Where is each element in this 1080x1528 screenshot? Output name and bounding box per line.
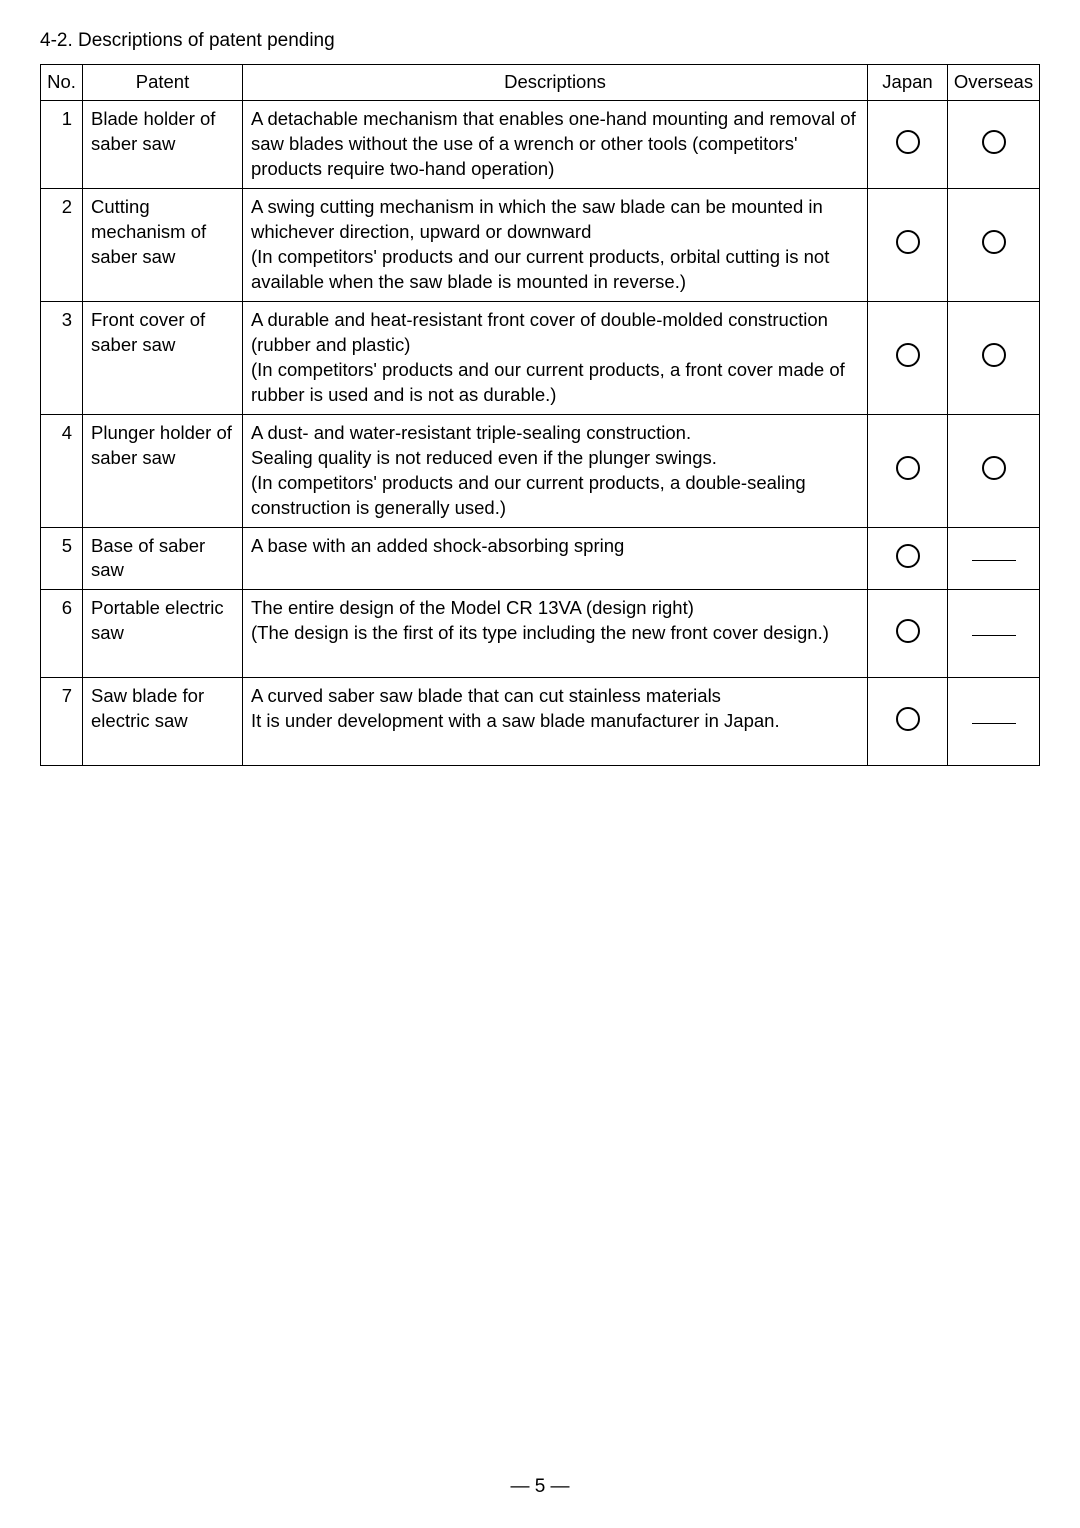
- table-header-row: No. Patent Descriptions Japan Overseas: [41, 65, 1040, 101]
- cell-japan: [868, 590, 948, 678]
- cell-description: A dust- and water-resistant triple-seali…: [243, 414, 868, 527]
- cell-japan: [868, 100, 948, 188]
- dash-mark: [972, 560, 1016, 561]
- cell-japan: [868, 678, 948, 766]
- cell-overseas: [948, 414, 1040, 527]
- table-body: 1Blade holder of saber sawA detachable m…: [41, 100, 1040, 765]
- cell-japan: [868, 188, 948, 301]
- circle-mark: [896, 230, 920, 254]
- circle-mark: [982, 343, 1006, 367]
- cell-no: 1: [41, 100, 83, 188]
- cell-overseas: [948, 188, 1040, 301]
- cell-japan: [868, 414, 948, 527]
- circle-mark: [896, 130, 920, 154]
- cell-overseas: [948, 301, 1040, 414]
- cell-no: 3: [41, 301, 83, 414]
- section-title: 4-2. Descriptions of patent pending: [40, 30, 1040, 52]
- table-row: 7Saw blade for electric sawA curved sabe…: [41, 678, 1040, 766]
- cell-description: The entire design of the Model CR 13VA (…: [243, 590, 868, 678]
- circle-mark: [896, 343, 920, 367]
- table-row: 3Front cover of saber sawA durable and h…: [41, 301, 1040, 414]
- cell-no: 4: [41, 414, 83, 527]
- table-row: 6Portable electric sawThe entire design …: [41, 590, 1040, 678]
- cell-overseas: [948, 678, 1040, 766]
- patent-table: No. Patent Descriptions Japan Overseas 1…: [40, 64, 1040, 766]
- cell-patent: Portable electric saw: [83, 590, 243, 678]
- table-row: 5Base of saber sawA base with an added s…: [41, 527, 1040, 590]
- cell-description: A curved saber saw blade that can cut st…: [243, 678, 868, 766]
- header-descriptions: Descriptions: [243, 65, 868, 101]
- cell-patent: Saw blade for electric saw: [83, 678, 243, 766]
- cell-description: A swing cutting mechanism in which the s…: [243, 188, 868, 301]
- cell-overseas: [948, 100, 1040, 188]
- cell-overseas: [948, 527, 1040, 590]
- table-row: 2Cutting mechanism of saber sawA swing c…: [41, 188, 1040, 301]
- header-patent: Patent: [83, 65, 243, 101]
- cell-patent: Plunger holder of saber saw: [83, 414, 243, 527]
- circle-mark: [896, 456, 920, 480]
- circle-mark: [982, 456, 1006, 480]
- cell-no: 7: [41, 678, 83, 766]
- cell-no: 6: [41, 590, 83, 678]
- cell-overseas: [948, 590, 1040, 678]
- cell-description: A durable and heat-resistant front cover…: [243, 301, 868, 414]
- cell-patent: Base of saber saw: [83, 527, 243, 590]
- circle-mark: [896, 707, 920, 731]
- cell-patent: Cutting mechanism of saber saw: [83, 188, 243, 301]
- cell-description: A base with an added shock-absorbing spr…: [243, 527, 868, 590]
- header-overseas: Overseas: [948, 65, 1040, 101]
- header-no: No.: [41, 65, 83, 101]
- circle-mark: [896, 619, 920, 643]
- page-number: — 5 —: [0, 1476, 1080, 1498]
- cell-description: A detachable mechanism that enables one-…: [243, 100, 868, 188]
- circle-mark: [982, 130, 1006, 154]
- header-japan: Japan: [868, 65, 948, 101]
- dash-mark: [972, 723, 1016, 724]
- circle-mark: [896, 544, 920, 568]
- cell-japan: [868, 527, 948, 590]
- cell-patent: Blade holder of saber saw: [83, 100, 243, 188]
- circle-mark: [982, 230, 1006, 254]
- table-row: 1Blade holder of saber sawA detachable m…: [41, 100, 1040, 188]
- cell-no: 2: [41, 188, 83, 301]
- cell-patent: Front cover of saber saw: [83, 301, 243, 414]
- page-container: 4-2. Descriptions of patent pending No. …: [0, 0, 1080, 766]
- cell-no: 5: [41, 527, 83, 590]
- dash-mark: [972, 635, 1016, 636]
- table-row: 4Plunger holder of saber sawA dust- and …: [41, 414, 1040, 527]
- cell-japan: [868, 301, 948, 414]
